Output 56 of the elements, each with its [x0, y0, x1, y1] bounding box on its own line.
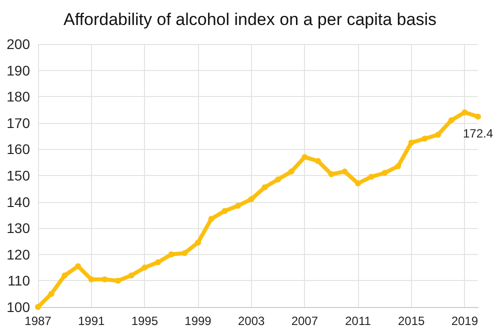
point [155, 259, 161, 266]
point [235, 202, 241, 209]
point [102, 276, 108, 282]
y-tick-label: 180 [6, 88, 30, 105]
y-tick-label: 110 [8, 272, 30, 289]
point [262, 184, 268, 190]
point [222, 208, 228, 214]
point [62, 272, 68, 278]
point [208, 216, 214, 222]
y-tick-label: 160 [6, 141, 30, 158]
y-tick-label: 170 [6, 114, 30, 131]
x-tick-label: 2015 [398, 314, 426, 328]
point [395, 163, 401, 170]
y-tick-label: 100 [6, 299, 30, 315]
point [115, 278, 121, 284]
x-tick-label: 1999 [184, 314, 212, 328]
point [302, 154, 308, 160]
point [462, 109, 468, 116]
point [248, 196, 254, 202]
point [328, 171, 334, 178]
point [128, 272, 134, 278]
x-tick-label: 2019 [451, 314, 478, 328]
x-tick-label: 2003 [238, 314, 266, 328]
point [435, 132, 441, 138]
y-tick-label: 200 [6, 36, 30, 52]
y-tick-label: 150 [6, 168, 30, 184]
point [288, 168, 294, 175]
x-tick-label: 2007 [291, 314, 318, 328]
y-tick-label: 120 [6, 246, 30, 262]
x-tick-label: 1991 [78, 314, 106, 328]
point [168, 251, 174, 258]
point [342, 168, 348, 175]
point [142, 264, 148, 271]
point [382, 170, 388, 176]
point [448, 117, 454, 124]
point [408, 140, 414, 146]
point [368, 174, 374, 180]
point [88, 276, 94, 282]
y-tick-label: 190 [6, 62, 30, 78]
point [422, 136, 428, 142]
point [75, 263, 81, 270]
point [275, 176, 281, 182]
point [48, 290, 54, 297]
point [315, 158, 321, 164]
x-tick-label: 1995 [131, 314, 158, 328]
point [355, 180, 361, 186]
point [195, 240, 201, 246]
point [35, 304, 41, 310]
point [182, 250, 188, 256]
x-tick-label: 1987 [24, 314, 52, 328]
y-tick-label: 140 [6, 194, 30, 210]
data-label: 172.4 [462, 126, 494, 141]
chart-title: Affordability of alcohol index on a per capita basis [64, 10, 436, 29]
x-tick-label: 2011 [345, 314, 372, 328]
point [475, 114, 481, 120]
y-tick-label: 130 [6, 220, 30, 236]
